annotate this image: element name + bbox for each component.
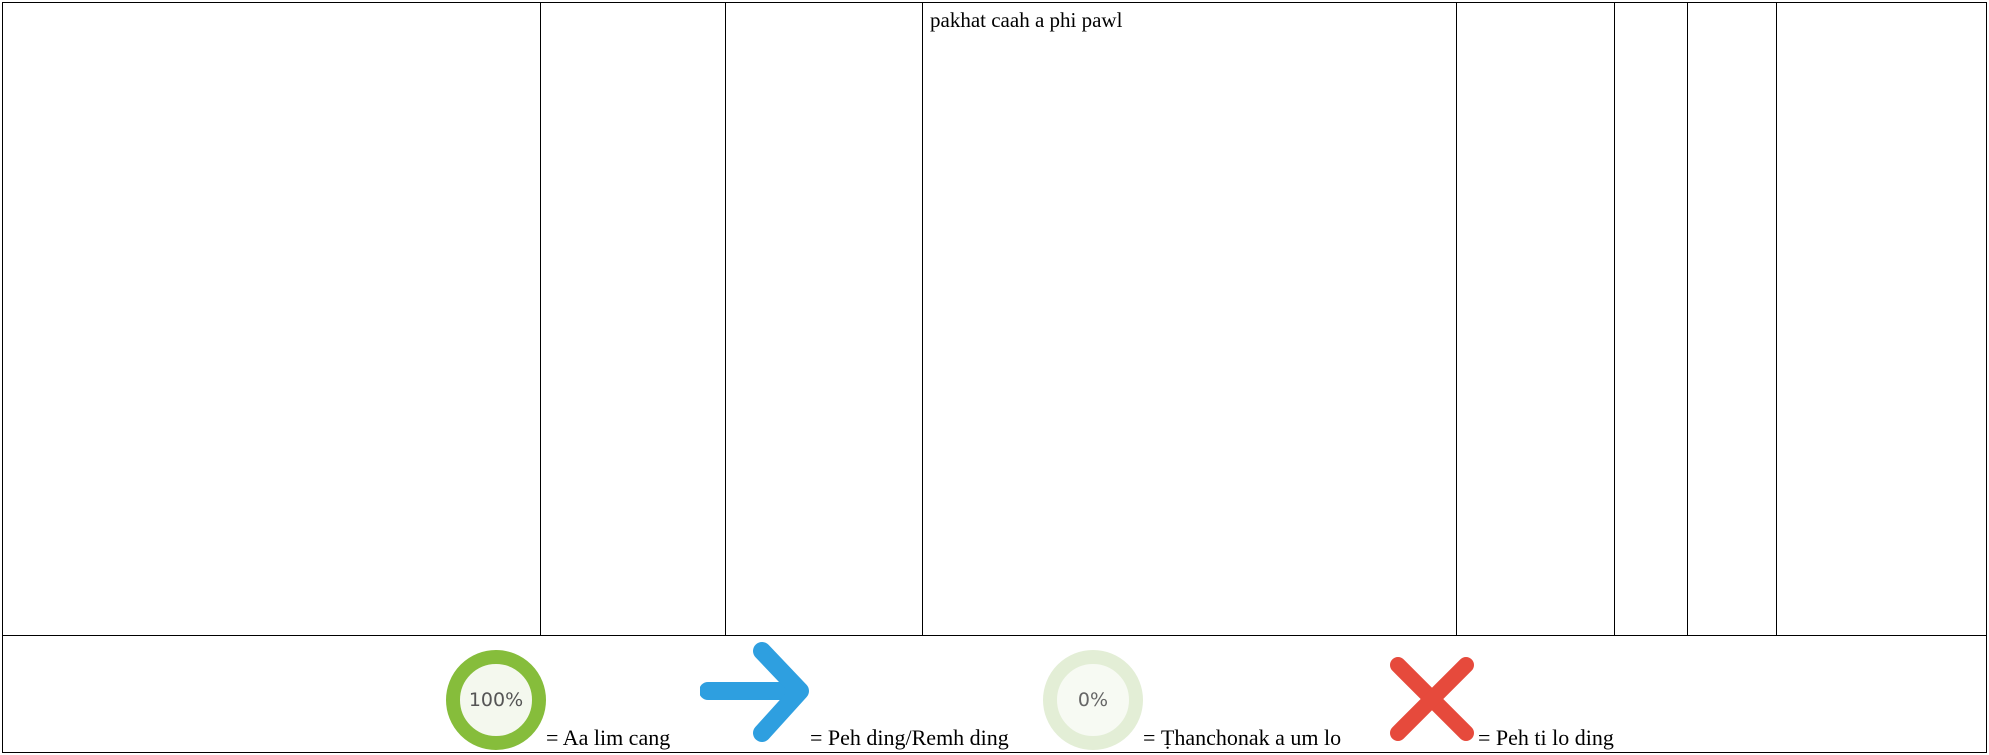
table-cell-text: pakhat caah a phi pawl: [930, 8, 1123, 32]
column-divider: [1614, 3, 1615, 635]
legend-item-complete: 100% = Aa lim cang: [446, 650, 670, 750]
x-icon: [1386, 653, 1478, 750]
progress-0-icon: 0%: [1043, 650, 1143, 750]
column-divider: [540, 3, 541, 635]
column-divider: [725, 3, 726, 635]
legend-item-do-not-continue: = Peh ti lo ding: [1386, 653, 1614, 750]
legend-label-not-started: = Ṭhanchonak a um lo: [1143, 725, 1342, 750]
column-divider: [1776, 3, 1777, 635]
ring-text: 0%: [1077, 689, 1109, 711]
legend-label-do-not-continue: = Peh ti lo ding: [1478, 725, 1614, 750]
column-divider: [1687, 3, 1688, 635]
legend-item-in-progress: = Peh ding/Remh ding: [699, 641, 1009, 750]
progress-100-icon: 100%: [446, 650, 546, 750]
legend-row: 100% = Aa lim cang = Peh ding/Remh ding …: [3, 636, 1986, 754]
legend-label-complete: = Aa lim cang: [546, 725, 671, 750]
table-row: pakhat caah a phi pawl: [3, 3, 1986, 636]
legend-label-in-progress: = Peh ding/Remh ding: [810, 725, 1009, 750]
legend-item-not-started: 0% = Ṭhanchonak a um lo: [1043, 650, 1341, 750]
arrow-right-icon: [699, 641, 810, 750]
ring-text: 100%: [468, 689, 524, 711]
column-divider: [922, 3, 923, 635]
column-divider: [1456, 3, 1457, 635]
